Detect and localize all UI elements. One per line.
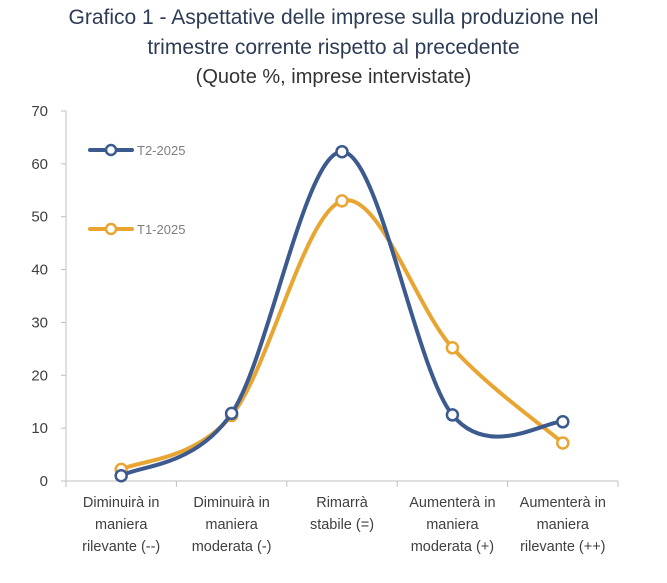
y-tick-label: 50 (31, 209, 48, 226)
legend-item-t2-2025: T2-2025 (88, 143, 185, 158)
x-tick-label-line: Diminuirà in (83, 495, 160, 511)
y-tick-label: 40 (31, 262, 48, 279)
chart-title-line-2: trimestre corrente rispetto al precedent… (147, 36, 520, 59)
x-tick-label-line: Aumenterà in (520, 495, 606, 511)
x-tick-label-line: Aumenterà in (409, 495, 495, 511)
data-point-t2-2025 (556, 415, 570, 429)
x-tick-label-line: maniera (426, 517, 479, 533)
x-tick-label-line: moderata (-) (192, 539, 272, 555)
x-tick-label: Diminuirà in maniera rilevante (--) (82, 495, 160, 555)
series-line-t1-2025 (119, 198, 565, 472)
x-tick-label: Diminuirà in maniera moderata (-) (192, 495, 272, 555)
y-tick-label: 0 (40, 473, 48, 490)
chart-subtitle: (Quote %, imprese intervistate) (195, 66, 472, 88)
x-tick-label-line: moderata (+) (411, 539, 494, 555)
x-tick-label-line: Rimarrà (316, 495, 368, 511)
x-tick-label: Rimarrà stabile (=) (310, 495, 374, 533)
y-tick-label: 20 (31, 367, 48, 384)
data-point-t2-2025 (224, 406, 239, 421)
data-point-t1-2025 (335, 194, 349, 208)
data-point-t2-2025 (445, 408, 460, 422)
y-tick-label: 10 (31, 420, 48, 437)
y-tick-label: 70 (31, 103, 48, 120)
data-point-t2-2025 (335, 144, 349, 159)
x-tick-label-line: maniera (205, 517, 258, 533)
legend-item-t1-2025: T1-2025 (88, 222, 185, 237)
legend-label: T1-2025 (137, 222, 185, 237)
y-tick-label: 60 (31, 156, 48, 173)
y-tick-label: 30 (31, 314, 48, 331)
x-tick-label-line: rilevante (--) (82, 539, 160, 555)
data-point-t1-2025 (556, 436, 570, 450)
x-tick-label-line: Diminuirà in (193, 495, 270, 511)
legend-label: T2-2025 (137, 143, 185, 158)
x-tick-label-line: maniera (95, 517, 148, 533)
legend-swatch-marker (104, 222, 118, 236)
legend-swatch-marker (104, 143, 118, 157)
data-point-t2-2025 (114, 468, 128, 483)
x-tick-label: Aumenterà in maniera moderata (+) (409, 495, 495, 555)
x-tick-label-line: maniera (537, 517, 590, 533)
chart-title-line-1: Grafico 1 - Aspettative delle imprese su… (68, 6, 599, 29)
data-point-t1-2025 (445, 341, 460, 355)
x-tick-label: Aumenterà in maniera rilevante (++) (520, 495, 606, 555)
x-tick-label-line: rilevante (++) (520, 539, 605, 555)
x-tick-label-line: stabile (=) (310, 517, 374, 533)
